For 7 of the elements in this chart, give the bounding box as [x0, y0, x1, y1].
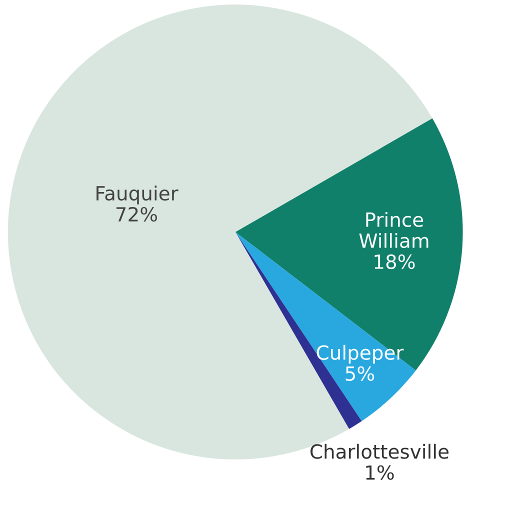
data-label: 72% — [116, 206, 158, 222]
slice-label: Charlottesville — [310, 444, 448, 459]
data-label: 18% — [374, 254, 415, 270]
data-label: 5% — [346, 366, 374, 381]
slice-label: Fauquier — [96, 186, 178, 204]
data-label: 1% — [366, 465, 394, 480]
slice-label: Prince William — [359, 212, 428, 248]
